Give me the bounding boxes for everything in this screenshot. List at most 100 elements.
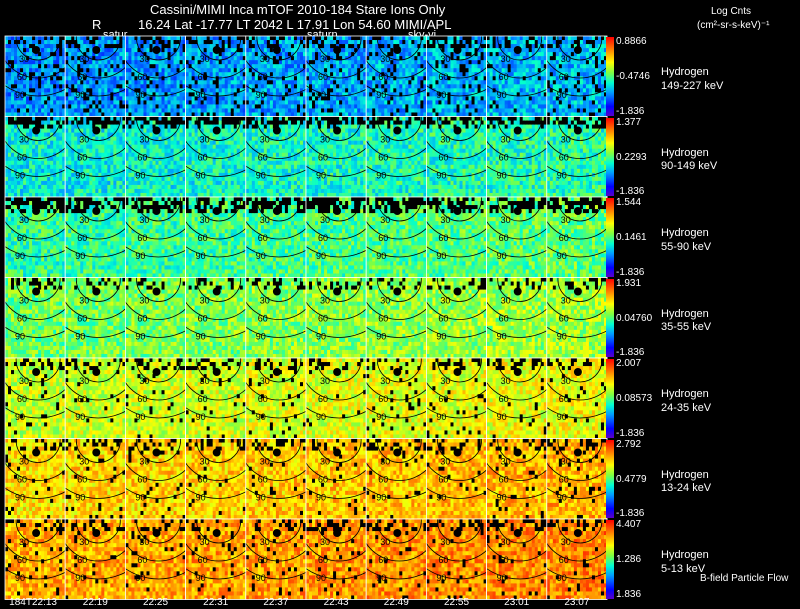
- panel-row-1: 30 60 90 30 60 90 30 60 90 30 60 90 30 60 90 30 60 90 30 60…: [4, 116, 608, 198]
- ring-label: 60: [378, 72, 388, 82]
- ring-label: 90: [376, 493, 386, 503]
- ring-label: 30: [320, 54, 330, 64]
- units-label-1: Log Cnts: [711, 7, 751, 17]
- ring-label: 90: [135, 90, 145, 100]
- ring-label: 30: [440, 457, 450, 467]
- ring-label: 90: [196, 573, 206, 583]
- heatmap-panel: 30 60 90: [486, 116, 547, 197]
- ring-label: 90: [436, 332, 446, 342]
- ring-label: 60: [258, 475, 268, 485]
- heatmap-panel: 30 60 90: [65, 36, 126, 117]
- ring-label: 90: [256, 171, 266, 181]
- ring-label: 30: [139, 215, 149, 225]
- ring-label: 30: [440, 54, 450, 64]
- heatmap-panel: 30 60 90: [366, 116, 427, 197]
- heatmap-panel: 30 60 90: [546, 358, 607, 439]
- heatmap-panel: 30 60 90: [5, 36, 66, 117]
- ring-label: 90: [15, 90, 25, 100]
- ring-label: 60: [378, 314, 388, 324]
- energy-range: 5-13 keV: [661, 563, 709, 577]
- ring-label: 90: [376, 412, 386, 422]
- ring-label: 60: [77, 314, 87, 324]
- ring-label: 60: [499, 314, 509, 324]
- ring-label: 30: [501, 376, 511, 386]
- units-label-2: (cm²-sr-s-keV)⁻¹: [697, 21, 769, 31]
- ring-label: 90: [316, 251, 326, 261]
- ring-label: 90: [376, 573, 386, 583]
- ring-label: 60: [438, 475, 448, 485]
- ring-label: 90: [15, 332, 25, 342]
- ring-label: 30: [200, 54, 210, 64]
- ring-label: 90: [557, 573, 567, 583]
- time-tick-label: 22:43: [324, 598, 349, 608]
- ring-label: 30: [79, 135, 89, 145]
- ring-label: 30: [501, 296, 511, 306]
- ring-label: 30: [19, 296, 29, 306]
- ring-label: 60: [198, 394, 208, 404]
- heatmap-panel: 30 60 90: [245, 358, 307, 439]
- colorbar-max-label: 2.792: [616, 439, 641, 450]
- colorbar: [606, 359, 614, 438]
- ring-label: 90: [316, 493, 326, 503]
- ring-label: 30: [79, 457, 89, 467]
- heatmap-panel: 30 60 90: [546, 197, 607, 278]
- ring-label: 60: [77, 555, 87, 565]
- ring-label: 90: [15, 251, 25, 261]
- heatmap-panel: 30 60 90: [426, 116, 487, 197]
- ring-label: 30: [139, 54, 149, 64]
- ring-label: 30: [79, 537, 89, 547]
- ring-label: 90: [436, 171, 446, 181]
- heatmap-panel: 30 60 90: [426, 277, 487, 358]
- ring-label: 30: [19, 376, 29, 386]
- colorbar: [606, 439, 614, 518]
- ring-label: 60: [17, 314, 27, 324]
- heatmap-panel: 30 60 90: [185, 197, 246, 278]
- ring-label: 90: [75, 332, 85, 342]
- ring-label: 60: [258, 233, 268, 243]
- ring-label: 90: [256, 493, 266, 503]
- ring-label: 60: [499, 394, 509, 404]
- colorbar-min-label: -1.836: [616, 267, 644, 278]
- time-tick-label: 23:01: [504, 598, 529, 608]
- ring-label: 60: [198, 475, 208, 485]
- ring-label: 90: [135, 573, 145, 583]
- energy-range: 149-227 keV: [661, 80, 723, 94]
- heatmap-panel: 30 60 90: [546, 519, 607, 600]
- ring-label: 60: [17, 394, 27, 404]
- ring-label: 90: [436, 412, 446, 422]
- species-label: Hydrogen 24-35 keV: [661, 388, 711, 416]
- ring-label: 90: [135, 171, 145, 181]
- ring-label: 60: [499, 72, 509, 82]
- ring-label: 60: [499, 153, 509, 163]
- ring-label: 90: [75, 493, 85, 503]
- heatmap-panel: 30 60 90: [65, 519, 126, 600]
- panel-row-0: 30 60 90 30 60 90 30 60 90 30 60 90 30 60 90 30 60 90 30 60…: [4, 35, 608, 117]
- heatmap-panel: 30 60 90: [185, 116, 246, 197]
- ring-label: 90: [75, 573, 85, 583]
- heatmap-panel: 30 60 90: [366, 197, 427, 278]
- colorbar-min-label: -1.836: [616, 187, 644, 197]
- ring-label: 60: [137, 555, 147, 565]
- ring-label: 90: [15, 573, 25, 583]
- heatmap-panel: 30 60 90: [426, 438, 487, 519]
- ring-label: 90: [376, 90, 386, 100]
- colorbar-max-label: 1.931: [616, 278, 641, 289]
- ring-label: 30: [380, 537, 390, 547]
- ring-label: 60: [499, 233, 509, 243]
- ring-label: 60: [559, 555, 569, 565]
- heatmap-panel: 30 60 90: [306, 197, 367, 278]
- ring-label: 30: [320, 296, 330, 306]
- ring-label: 30: [501, 537, 511, 547]
- colorbar-mid-label: 0.08573: [616, 394, 652, 404]
- ring-label: 30: [380, 135, 390, 145]
- species-label: Hydrogen 35-55 keV: [661, 308, 711, 336]
- ring-label: 90: [15, 171, 25, 181]
- heatmap-panel: 30 60 90: [366, 519, 427, 600]
- colorbar-mid-label: 1.286: [616, 555, 641, 565]
- ring-label: 60: [198, 314, 208, 324]
- colorbar-min-label: -1.836: [616, 428, 644, 439]
- ring-label: 60: [378, 394, 388, 404]
- species-label: Hydrogen 149-227 keV: [661, 66, 723, 94]
- ring-label: 90: [436, 493, 446, 503]
- ring-label: 90: [196, 493, 206, 503]
